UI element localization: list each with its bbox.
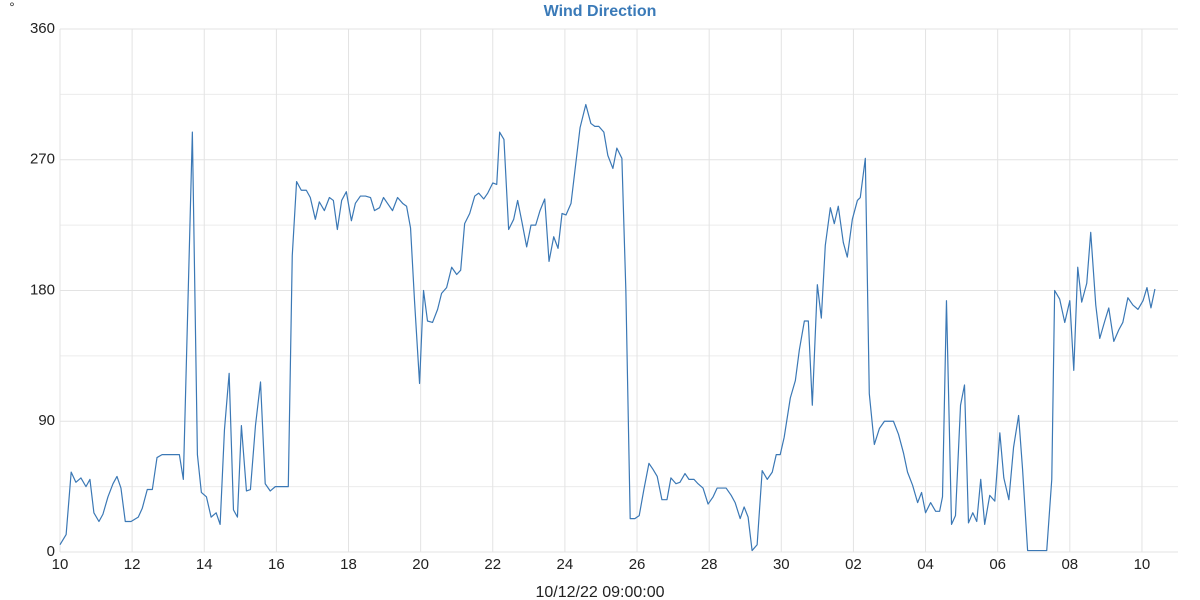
- x-tick-label: 16: [268, 556, 285, 573]
- y-axis-unit: °: [9, 0, 14, 14]
- x-tick-label: 10: [1134, 556, 1151, 573]
- y-tick-label: 180: [30, 281, 55, 298]
- x-tick-label: 30: [773, 556, 790, 573]
- x-tick-label: 10: [52, 556, 69, 573]
- x-axis-label: 10/12/22 09:00:00: [535, 584, 664, 600]
- data-line: [59, 103, 1156, 552]
- x-tick-label: 28: [701, 556, 718, 573]
- x-tick-label: 12: [124, 556, 141, 573]
- x-tick-label: 04: [917, 556, 934, 573]
- chart-title: Wind Direction: [544, 3, 657, 20]
- y-tick-label: 270: [30, 151, 55, 168]
- x-tick-label: 02: [845, 556, 862, 573]
- x-tick-label: 08: [1061, 556, 1078, 573]
- x-tick-label: 20: [412, 556, 429, 573]
- x-tick-label: 06: [989, 556, 1006, 573]
- x-tick-label: 18: [340, 556, 357, 573]
- x-tick-label: 26: [629, 556, 646, 573]
- x-tick-label: 22: [484, 556, 501, 573]
- y-tick-label: 90: [38, 412, 55, 429]
- y-tick-label: 0: [47, 543, 55, 560]
- y-tick-label: 360: [30, 20, 55, 37]
- x-tick-label: 14: [196, 556, 213, 573]
- x-tick-label: 24: [557, 556, 574, 573]
